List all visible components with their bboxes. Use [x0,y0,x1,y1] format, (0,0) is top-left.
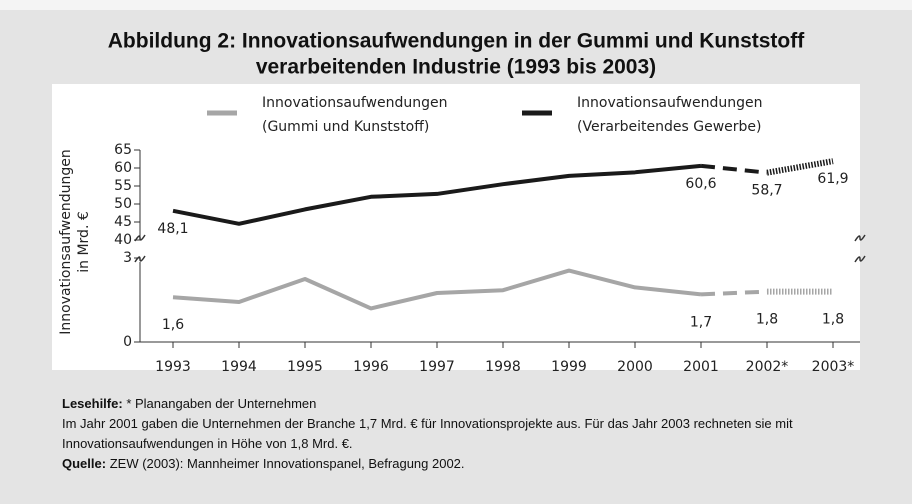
note: Quelle: ZEW (2003): Mannheimer Innovatio… [62,454,862,474]
x-tick-label: 1995 [287,359,323,375]
chart-title: verarbeitenden Industrie (1993 bis 2003) [256,56,656,79]
x-tick-label: 1996 [353,359,389,375]
data-label: 1,8 [756,312,778,328]
chart-title: Abbildung 2: Innovationsaufwendungen in … [108,30,805,53]
series-segment [700,289,768,297]
data-label: 1,8 [822,312,844,328]
x-tick-label: 1999 [551,359,587,375]
data-label: 1,6 [162,317,184,333]
axis-break [854,255,866,263]
x-tick-label: 2002* [746,359,789,375]
y-tick-label: 40 [114,232,132,248]
note-label: Quelle: [62,456,107,471]
y-tick-label: 50 [114,196,132,212]
y-tick-label: 45 [114,214,132,230]
y-tick-label: 55 [114,178,132,194]
note-label: Lesehilfe: [62,396,123,411]
legend-label: Innovationsaufwendungen [262,95,448,111]
y-tick-label: 3 [123,250,132,266]
x-tick-label: 1994 [221,359,257,375]
series-line [172,268,702,311]
top-strip [0,0,912,10]
data-label: 48,1 [157,221,188,237]
series-line [172,163,702,226]
x-tick-label: 1997 [419,359,455,375]
y-tick-label: 0 [123,334,132,350]
note-text: Im Jahr 2001 gaben die Unternehmen der B… [62,416,793,451]
x-tick-label: 2000 [617,359,653,375]
y-axis-label: Innovationsaufwendungen [58,149,74,335]
note: Lesehilfe: * Planangaben der Unternehmen [62,394,862,414]
data-label: 60,6 [685,176,716,192]
plot-box [52,84,860,370]
notes: Lesehilfe: * Planangaben der Unternehmen… [62,394,862,474]
legend-label: (Gummi und Kunststoff) [262,119,429,135]
data-label: 61,9 [817,171,848,187]
series-segment [700,163,768,175]
legend-label: (Verarbeitendes Gewerbe) [577,119,762,135]
x-tick-label: 1998 [485,359,521,375]
y-tick-label: 65 [114,142,132,158]
note-text: * Planangaben der Unternehmen [126,396,317,411]
note: Im Jahr 2001 gaben die Unternehmen der B… [62,414,862,454]
data-label: 1,7 [690,314,712,330]
legend-label: Innovationsaufwendungen [577,95,763,111]
data-label: 58,7 [751,183,782,199]
series-segment [766,158,834,176]
axis-break [854,234,866,242]
y-tick-label: 60 [114,160,132,176]
chart: Abbildung 2: Innovationsaufwendungen in … [0,0,912,375]
note-text: ZEW (2003): Mannheimer Innovationspanel,… [109,456,465,471]
x-tick-label: 2001 [683,359,719,375]
x-tick-label: 2003* [812,359,855,375]
x-tick-label: 1993 [155,359,191,375]
y-axis-label: in Mrd. € [76,211,92,273]
axis-break [134,234,146,242]
